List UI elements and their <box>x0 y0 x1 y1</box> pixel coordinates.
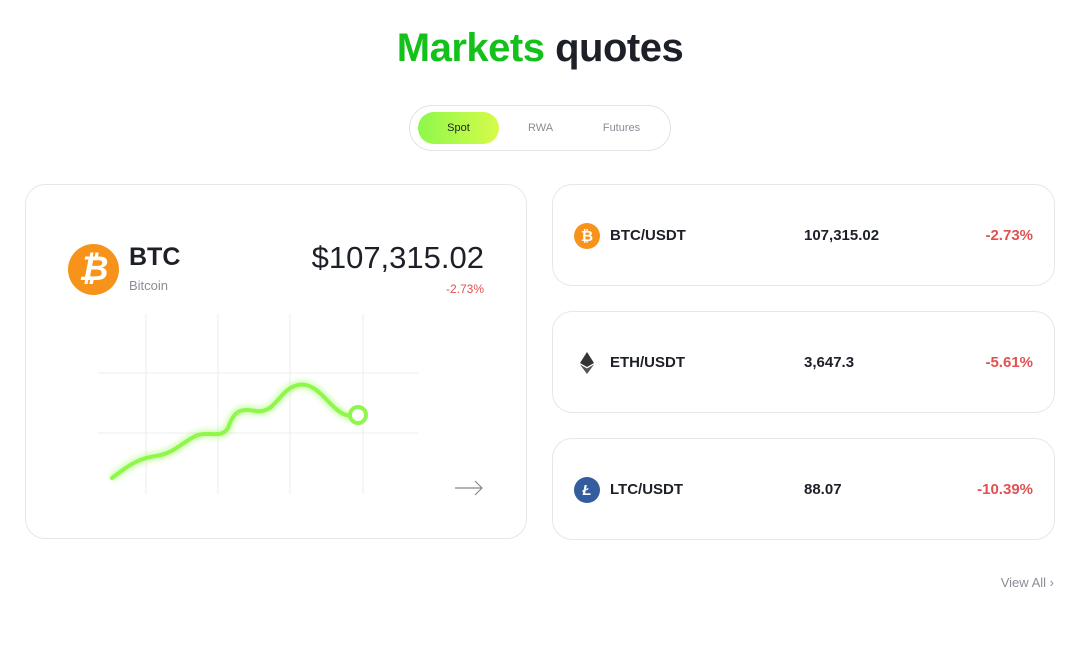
quote-pair: LTC/USDT <box>610 481 684 498</box>
market-tabs: Spot RWA Futures <box>409 105 671 151</box>
tab-spot[interactable]: Spot <box>418 112 499 144</box>
quote-price: 88.07 <box>804 481 842 498</box>
quote-change: -5.61% <box>985 354 1033 371</box>
quote-price: 3,647.3 <box>804 354 855 371</box>
quote-change: -2.73% <box>985 227 1033 244</box>
arrow-right-icon <box>455 480 483 496</box>
chart-grid <box>98 314 418 494</box>
view-all-link[interactable]: View All › <box>1000 575 1054 590</box>
coin-name: Bitcoin <box>129 278 169 293</box>
coin-change: -2.73% <box>445 282 484 296</box>
featured-coin-card[interactable]: ₿ BTC Bitcoin $107,315.02 -2.73% <box>25 184 527 539</box>
quote-row-ltc[interactable]: Ł LTC/USDT 88.07 -10.39% <box>552 438 1055 540</box>
litecoin-icon: Ł <box>574 477 600 503</box>
sparkline-chart <box>98 314 483 496</box>
bitcoin-icon: ₿ <box>68 244 119 295</box>
bitcoin-icon: ₿ <box>574 223 600 249</box>
quote-pair: ETH/USDT <box>610 354 685 371</box>
sparkline-end-point <box>348 405 368 425</box>
coin-price: $107,315.02 <box>311 240 484 275</box>
quote-row-btc[interactable]: ₿ BTC/USDT 107,315.02 -2.73% <box>552 184 1055 286</box>
ethereum-icon <box>574 350 600 376</box>
coin-symbol: BTC <box>129 243 181 271</box>
quote-row-eth[interactable]: ETH/USDT 3,647.3 -5.61% <box>552 311 1055 413</box>
quote-pair: BTC/USDT <box>610 227 686 244</box>
tab-futures[interactable]: Futures <box>602 122 641 134</box>
quote-price: 107,315.02 <box>804 227 880 244</box>
chevron-right-icon: › <box>1049 575 1054 590</box>
tab-rwa[interactable]: RWA <box>527 122 554 134</box>
sparkline <box>110 382 353 480</box>
quote-change: -10.39% <box>977 481 1033 498</box>
page-title: Markets quotes <box>396 26 684 70</box>
